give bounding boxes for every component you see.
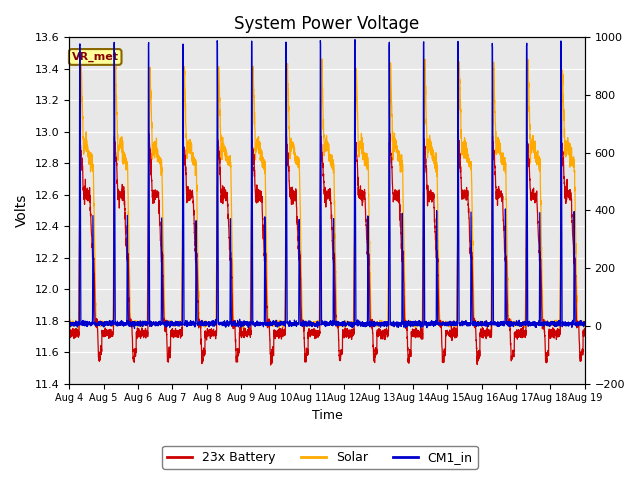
- Title: System Power Voltage: System Power Voltage: [234, 15, 420, 33]
- Text: VR_met: VR_met: [72, 52, 119, 62]
- X-axis label: Time: Time: [312, 409, 342, 422]
- Legend: 23x Battery, Solar, CM1_in: 23x Battery, Solar, CM1_in: [163, 446, 477, 469]
- Y-axis label: Volts: Volts: [15, 194, 29, 227]
